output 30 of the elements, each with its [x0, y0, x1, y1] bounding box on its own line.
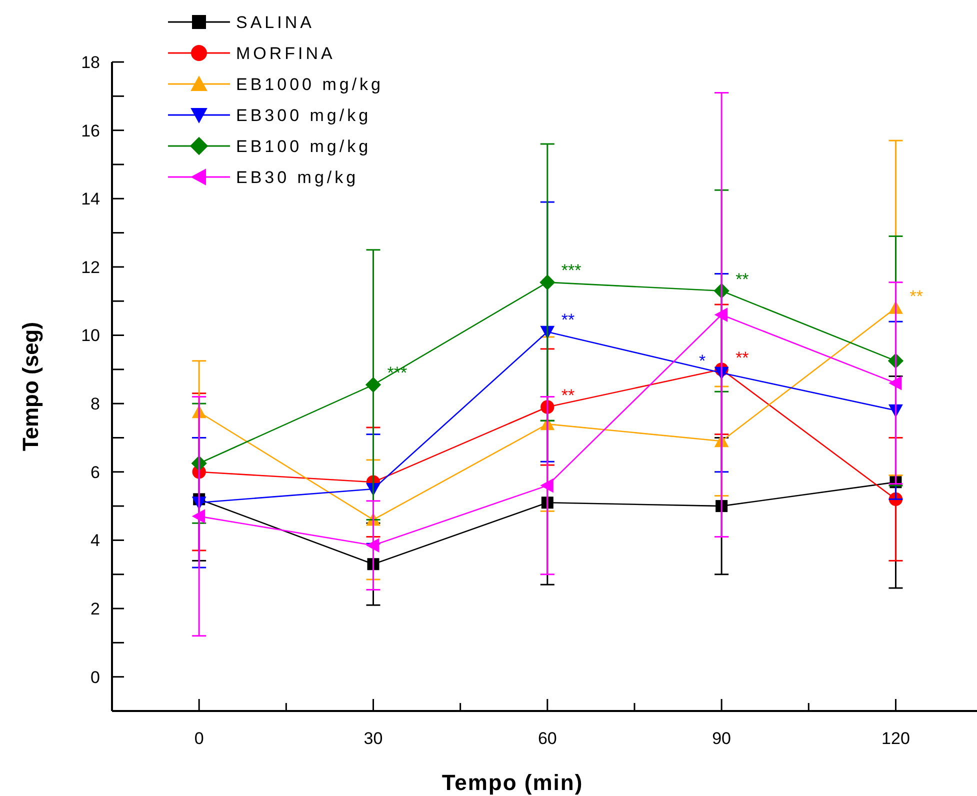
annotation: **	[910, 286, 924, 306]
y-tick-label: 14	[81, 190, 100, 209]
y-tick-label: 12	[81, 258, 100, 277]
y-tick-label: 0	[90, 668, 100, 687]
legend-label: SALINA	[236, 12, 314, 32]
y-tick-label: 10	[81, 326, 100, 346]
annotation: **	[561, 310, 576, 330]
y-tick-label: 2	[90, 599, 100, 618]
y-tick-label: 6	[90, 462, 100, 482]
y-tick-label: 18	[81, 52, 100, 72]
annotation: **	[736, 348, 750, 368]
legend-label: EB30 mg/kg	[236, 168, 359, 187]
y-tick-label: 4	[90, 531, 100, 550]
x-tick-label: 0	[194, 729, 204, 748]
x-tick-label: 30	[364, 729, 383, 748]
annotation: **	[736, 270, 750, 289]
legend-label: MORFINA	[236, 44, 336, 63]
x-tick-label: 90	[712, 729, 732, 748]
y-axis-title: Tempo (seg)	[18, 322, 43, 452]
y-tick-label: 8	[90, 394, 100, 414]
x-tick-label: 120	[882, 729, 910, 748]
annotation: **	[561, 386, 576, 405]
legend-label: EB1000 mg/kg	[236, 74, 384, 94]
annotation: *	[698, 352, 706, 371]
legend-label: EB300 mg/kg	[236, 106, 372, 125]
legend-label: EB100 mg/kg	[236, 136, 372, 156]
x-tick-label: 60	[538, 729, 557, 748]
annotation: ***	[561, 261, 582, 280]
y-tick-label: 16	[81, 121, 100, 140]
x-axis-title: Tempo (min)	[442, 770, 584, 795]
